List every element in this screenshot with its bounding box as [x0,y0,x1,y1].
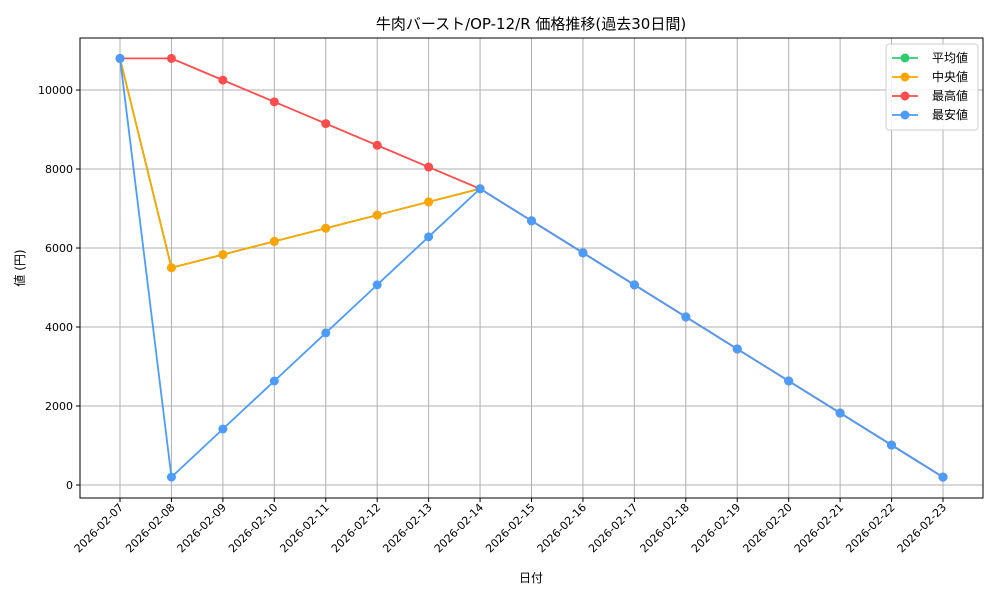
legend-label: 最安値 [932,107,968,122]
data-point [629,280,639,290]
y-tick-label: 2000 [45,400,73,413]
y-axis: 0 2000 4000 6000 8000 10000 [38,84,80,492]
legend-marker [900,53,910,63]
y-tick-label: 4000 [45,321,73,334]
y-tick-label: 10000 [38,84,73,97]
data-point [784,376,794,386]
legend-frame [885,43,979,131]
y-tick-label: 8000 [45,163,73,176]
legend-label: 中央値 [932,69,968,84]
data-point [424,197,434,207]
data-point [424,232,434,242]
x-tick-label: 2026-02-22 [843,501,897,555]
x-tick-label: 2026-02-17 [586,501,640,555]
legend-label: 最高値 [932,88,968,103]
x-tick-label: 2026-02-12 [329,501,383,555]
data-point [115,53,125,63]
y-tick-label: 6000 [45,242,73,255]
chart-title: 牛肉バースト/OP-12/R 価格推移(過去30日間) [376,15,686,33]
plot-frame [79,37,984,499]
data-point [372,140,382,150]
legend-marker [900,91,910,101]
data-point [732,344,742,354]
data-point [527,216,536,226]
data-point [166,472,176,482]
y-tick-label: 0 [66,479,73,492]
grid [80,38,983,498]
x-tick-label: 2026-02-15 [483,501,537,555]
data-point [321,328,331,338]
data-point [218,424,228,434]
y-axis-label: 値 (円) [12,249,27,286]
x-tick-label: 2026-02-07 [72,501,126,555]
data-point [218,75,228,85]
x-tick-label: 2026-02-21 [792,501,846,555]
x-axis-label: 日付 [519,571,543,585]
x-tick-label: 2026-02-14 [432,501,486,555]
legend-marker [900,72,910,82]
data-point [475,184,485,194]
data-point [372,280,382,290]
x-tick-label: 2026-02-19 [689,501,743,555]
data-point [166,53,176,63]
data-point [938,472,948,482]
data-point [269,97,279,107]
data-point [578,248,588,258]
data-point [835,408,845,418]
data-point [424,162,434,172]
data-point [321,223,331,233]
legend-label: 平均値 [932,50,968,65]
x-tick-label: 2026-02-18 [638,501,692,555]
data-point [372,210,382,220]
data-point [887,440,897,450]
x-axis: 2026-02-072026-02-082026-02-092026-02-10… [72,498,949,555]
series-group [115,53,948,482]
data-point [269,376,279,386]
data-point [681,312,691,322]
x-tick-label: 2026-02-16 [535,501,589,555]
series-3 [115,53,948,482]
data-point [218,250,228,260]
x-tick-label: 2026-02-20 [740,501,794,555]
data-point [321,119,331,129]
x-tick-label: 2026-02-11 [277,501,331,555]
x-tick-label: 2026-02-13 [380,501,434,555]
x-tick-label: 2026-02-10 [226,501,280,555]
legend-marker [900,110,910,120]
x-tick-label: 2026-02-09 [175,501,229,555]
data-point [166,263,176,273]
x-tick-label: 2026-02-23 [895,501,949,555]
data-point [269,236,279,246]
x-tick-label: 2026-02-08 [123,501,177,555]
